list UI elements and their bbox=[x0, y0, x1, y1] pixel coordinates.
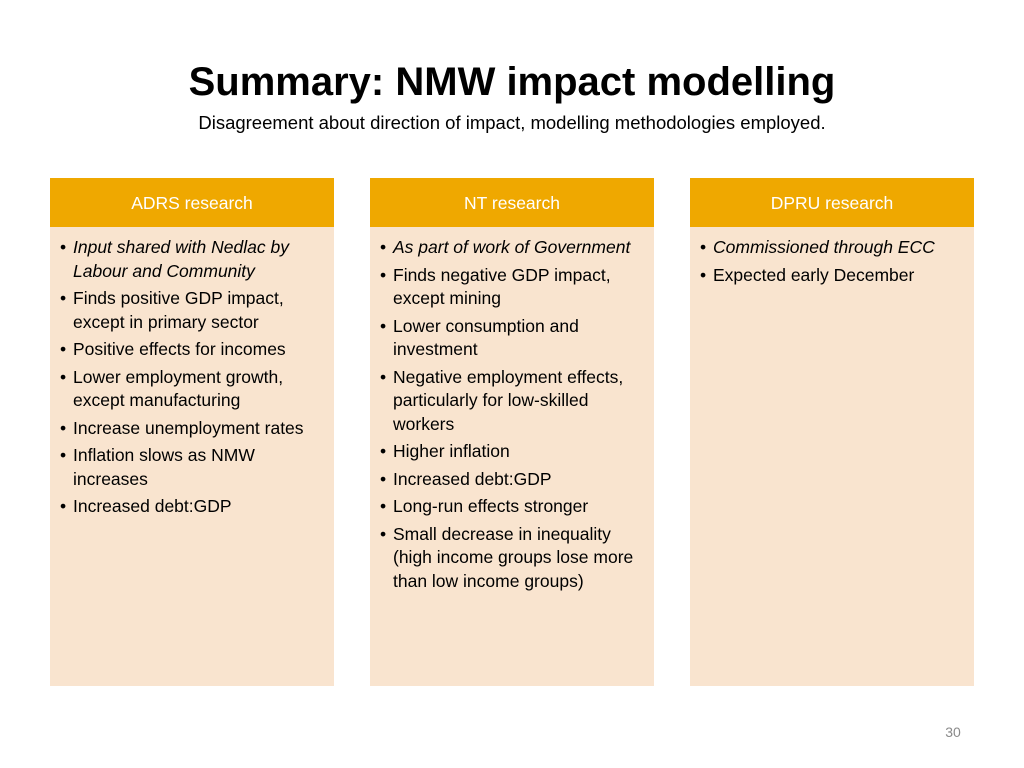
bullet-icon: • bbox=[380, 315, 387, 336]
bullet-list: • Commissioned through ECC • Expected early… bbox=[690, 227, 974, 287]
column-nt-research: NT research • As part of work of Governme… bbox=[370, 178, 654, 686]
bullet-text: Positive effects for incomes bbox=[73, 339, 286, 359]
bullet-icon: • bbox=[700, 237, 707, 257]
bullet-text: Lower consumption and investment bbox=[393, 315, 579, 360]
bullet-item: • Input shared with Nedlac by Labour and … bbox=[60, 236, 322, 283]
column-header: DPRU research bbox=[690, 178, 974, 227]
bullet-text: Expected early December bbox=[713, 264, 915, 285]
bullet-item: • Finds negative GDP impact, except minin… bbox=[380, 264, 642, 311]
column-adrs-research: ADRS research • Input shared with Nedlac … bbox=[50, 178, 334, 686]
bullet-item: • Finds positive GDP impact, except in pr… bbox=[60, 287, 322, 334]
bullet-item: • Negative employment effects, particular… bbox=[380, 366, 642, 437]
bullet-icon: • bbox=[60, 339, 67, 359]
column-header: ADRS research bbox=[50, 178, 334, 227]
research-columns: ADRS research • Input shared with Nedlac … bbox=[50, 178, 974, 686]
bullet-text: Increased debt:GDP bbox=[393, 468, 552, 489]
bullet-icon: • bbox=[60, 366, 67, 387]
bullet-icon: • bbox=[380, 237, 387, 257]
bullet-item: • Increase unemployment rates bbox=[60, 417, 322, 441]
bullet-text: Lower employment growth, except manufact… bbox=[73, 366, 284, 411]
bullet-text: Long-run effects stronger bbox=[393, 496, 589, 516]
bullet-list: • As part of work of Government • Finds neg… bbox=[370, 227, 654, 593]
bullet-icon: • bbox=[700, 264, 707, 285]
bullet-icon: • bbox=[60, 496, 67, 516]
bullet-text: Input shared with Nedlac by Labour and C… bbox=[73, 237, 289, 281]
bullet-icon: • bbox=[380, 264, 387, 285]
bullet-item: • Lower employment growth, except manufac… bbox=[60, 366, 322, 413]
bullet-icon: • bbox=[60, 445, 67, 465]
bullet-item: • Higher inflation bbox=[380, 440, 642, 464]
bullet-text: Commissioned through ECC bbox=[713, 237, 935, 257]
bullet-icon: • bbox=[60, 237, 67, 257]
bullet-text: As part of work of Government bbox=[393, 237, 631, 257]
bullet-text: Small decrease in inequality (high incom… bbox=[393, 523, 634, 591]
bullet-icon: • bbox=[380, 366, 387, 387]
bullet-item: • Commissioned through ECC bbox=[700, 236, 962, 260]
column-header: NT research bbox=[370, 178, 654, 227]
bullet-icon: • bbox=[380, 468, 387, 489]
bullet-text: Inflation slows as NMW increases bbox=[73, 445, 255, 489]
bullet-icon: • bbox=[380, 523, 387, 544]
bullet-icon: • bbox=[60, 417, 67, 438]
column-dpru-research: DPRU research • Commissioned through ECC •… bbox=[690, 178, 974, 686]
bullet-text: Finds positive GDP impact, except in pri… bbox=[73, 288, 284, 332]
bullet-icon: • bbox=[60, 288, 67, 308]
bullet-item: • Expected early December bbox=[700, 264, 962, 288]
bullet-text: Higher inflation bbox=[393, 441, 510, 461]
bullet-icon: • bbox=[380, 441, 387, 461]
bullet-icon: • bbox=[380, 496, 387, 516]
bullet-text: Negative employment effects, particularl… bbox=[393, 366, 624, 434]
bullet-text: Finds negative GDP impact, except mining bbox=[393, 264, 611, 309]
bullet-item: • Lower consumption and investment bbox=[380, 315, 642, 362]
bullet-text: Increased debt:GDP bbox=[73, 496, 232, 516]
bullet-text: Increase unemployment rates bbox=[73, 417, 304, 438]
bullet-item: • Increased debt:GDP bbox=[380, 468, 642, 492]
slide-subtitle: Disagreement about direction of impact, … bbox=[198, 112, 826, 133]
bullet-item: • Increased debt:GDP bbox=[60, 495, 322, 519]
bullet-item: • As part of work of Government bbox=[380, 236, 642, 260]
slide-title: Summary: NMW impact modelling bbox=[188, 60, 836, 104]
bullet-item: • Positive effects for incomes bbox=[60, 338, 322, 362]
bullet-item: • Long-run effects stronger bbox=[380, 495, 642, 519]
bullet-item: • Inflation slows as NMW increases bbox=[60, 444, 322, 491]
bullet-list: • Input shared with Nedlac by Labour and … bbox=[50, 227, 334, 519]
bullet-item: • Small decrease in inequality (high inco… bbox=[380, 523, 642, 594]
page-number: 30 bbox=[945, 724, 961, 740]
